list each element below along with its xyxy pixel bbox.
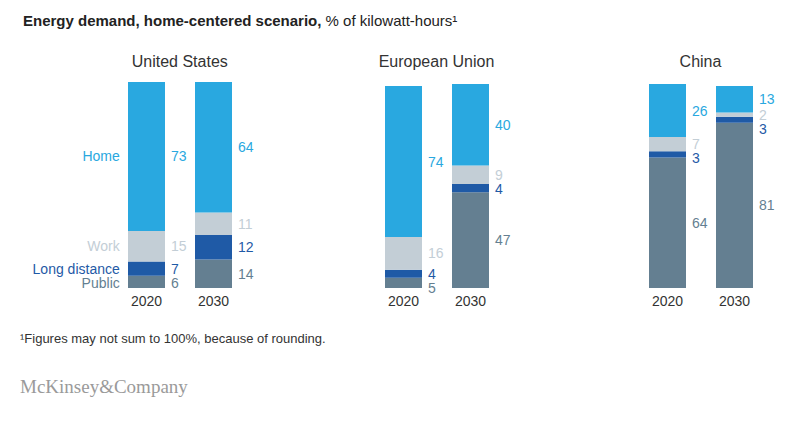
svg-text:3: 3 [759,121,767,137]
html-text:Work: Work [87,238,120,255]
svg-text:13: 13 [759,91,775,107]
svg-text:6: 6 [171,275,179,291]
svg-text:64: 64 [692,215,708,231]
svg-text:4: 4 [428,266,436,282]
svg-text:11: 11 [238,216,253,232]
svg-text:2020: 2020 [387,293,418,309]
html-text:Energy demand, home-centered s: Energy demand, home-centered scenario, %… [23,12,458,29]
svg-text:2030: 2030 [198,293,229,309]
html-text:United States: United States [131,53,228,70]
svg-text:2030: 2030 [454,293,485,309]
html-text:China: China [679,53,722,70]
svg-text:47: 47 [495,232,511,248]
html-text:¹Figures may not sum to 100%,: ¹Figures may not sum to 100%, because of… [20,331,326,346]
html-text:Home: Home [82,148,120,165]
svg-text:2030: 2030 [718,293,749,309]
html-text:Public: Public [81,274,120,291]
svg-text:26: 26 [692,103,708,119]
html-text:European Union: European Union [378,53,495,70]
svg-text:9: 9 [495,167,503,183]
svg-text:2020: 2020 [131,293,162,309]
svg-text:7: 7 [692,136,700,152]
svg-text:73: 73 [171,148,187,164]
svg-text:4: 4 [495,181,503,197]
html-text:Long distance: Long distance [32,260,120,277]
svg-text:81: 81 [759,197,775,213]
svg-text:74: 74 [428,154,444,170]
svg-text:3: 3 [692,150,700,166]
svg-text:64: 64 [238,139,254,155]
svg-text:7: 7 [171,261,179,277]
svg-text:5: 5 [428,280,436,296]
svg-text:12: 12 [238,239,254,255]
svg-text:14: 14 [238,266,254,282]
html-text:McKinsey&Company: McKinsey&Company [20,376,188,397]
svg-text:16: 16 [428,245,444,261]
svg-text:2020: 2020 [651,293,682,309]
svg-text:40: 40 [495,117,511,133]
svg-text:15: 15 [171,238,187,254]
svg-text:2: 2 [759,107,767,123]
